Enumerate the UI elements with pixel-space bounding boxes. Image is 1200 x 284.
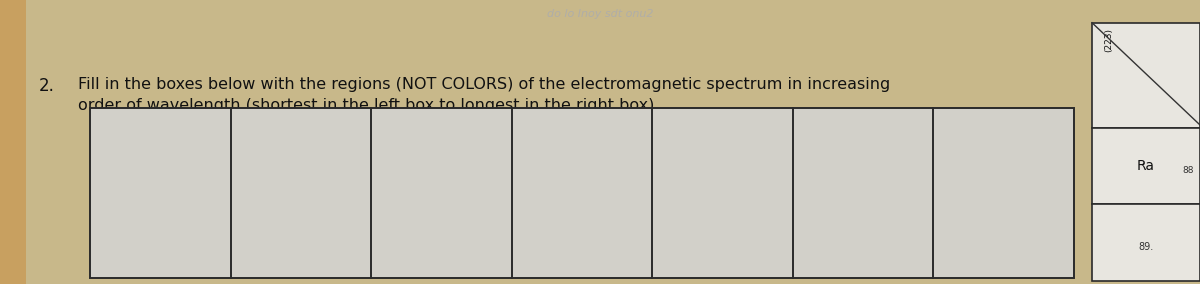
Bar xyxy=(1092,204,1200,281)
Text: Fill in the boxes below with the regions (NOT COLORS) of the electromagnetic spe: Fill in the boxes below with the regions… xyxy=(78,77,890,113)
Text: 2.: 2. xyxy=(38,77,54,95)
Bar xyxy=(90,108,1074,278)
Bar xyxy=(1092,23,1200,128)
Text: do lo Inoy sdt onu2: do lo Inoy sdt onu2 xyxy=(547,9,653,18)
Text: 89.: 89. xyxy=(1139,242,1153,252)
Text: 88: 88 xyxy=(1182,166,1194,175)
Bar xyxy=(1092,128,1200,204)
Text: Ra: Ra xyxy=(1138,159,1154,173)
Text: (223): (223) xyxy=(1104,28,1114,53)
Bar xyxy=(0,0,26,284)
